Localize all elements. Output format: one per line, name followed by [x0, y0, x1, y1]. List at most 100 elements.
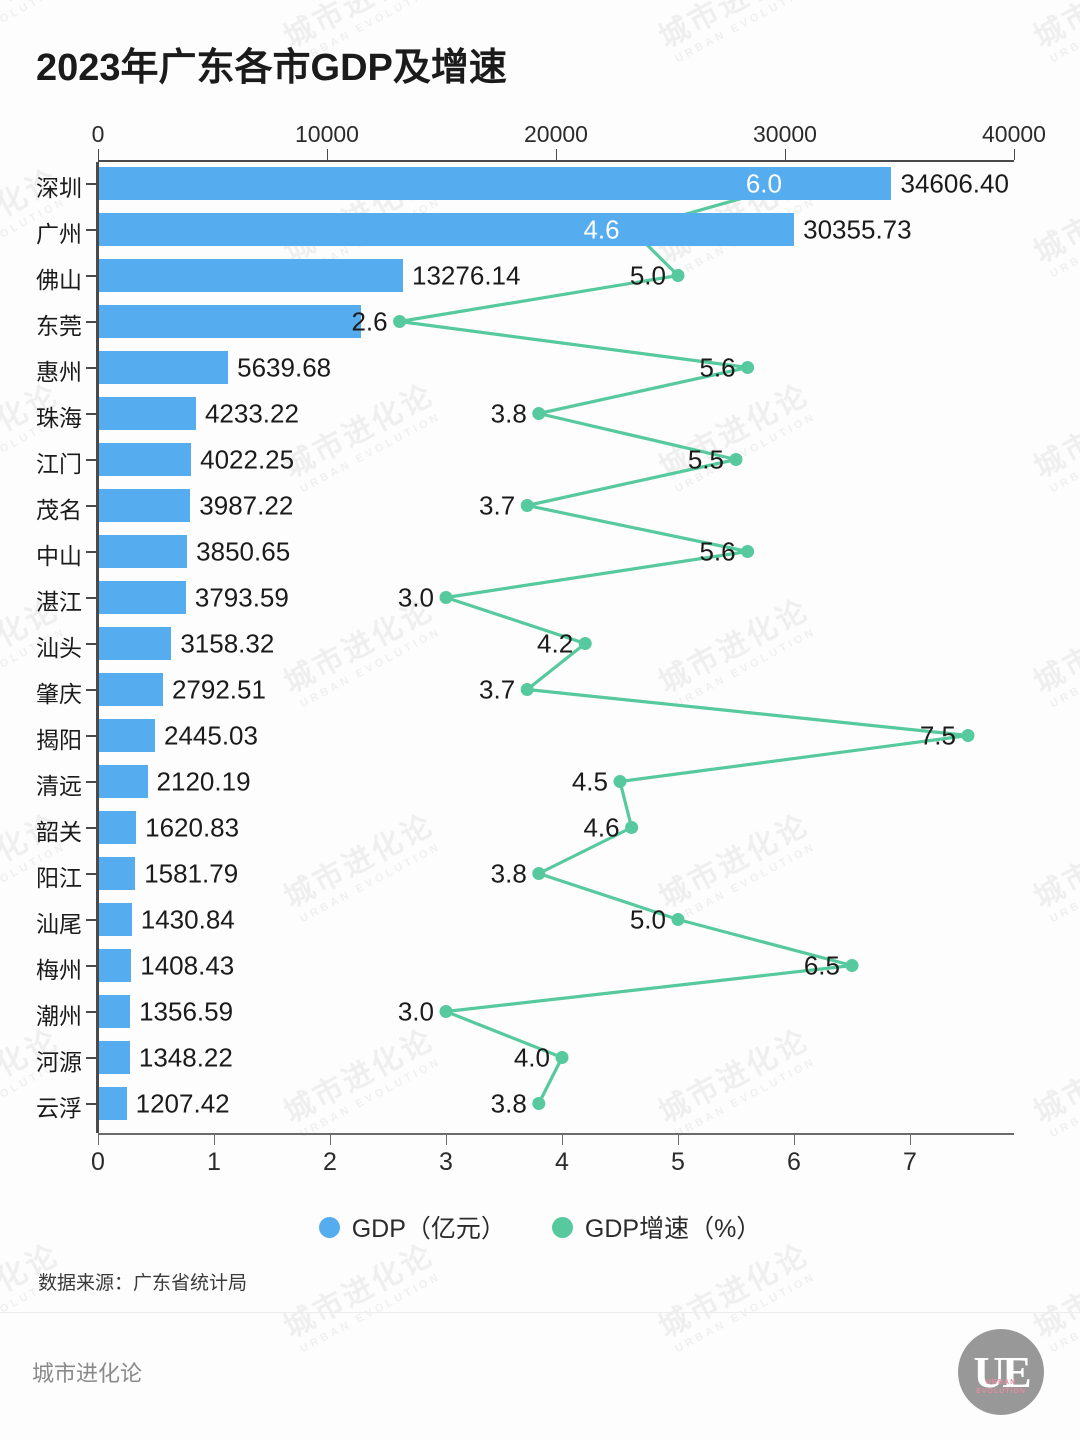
- growth-rate-label: 7.5: [919, 720, 956, 750]
- legend-item-1[interactable]: GDP增速（%）: [551, 1209, 761, 1245]
- category-label: 汕尾: [36, 910, 82, 937]
- bottom-axis-tick-label: 0: [91, 1148, 105, 1176]
- growth-rate-label: 5.0: [629, 260, 666, 290]
- y-axis-tick: [86, 412, 97, 415]
- category-label: 韶关: [36, 818, 82, 845]
- bar-汕头: [99, 627, 172, 660]
- bar-value-label: 5639.68: [237, 352, 332, 382]
- legend-label: GDP（亿元）: [351, 1215, 506, 1243]
- bar-阳江: [99, 857, 136, 890]
- growth-rate-point: [439, 1005, 453, 1018]
- logo-monogram: UE: [973, 1347, 1031, 1397]
- bottom-axis-tick-label: 4: [555, 1148, 569, 1176]
- category-label: 珠海: [36, 404, 82, 431]
- y-axis-tick: [86, 366, 97, 369]
- category-label: 揭阳: [36, 726, 82, 753]
- growth-rate-label: 2.6: [351, 306, 388, 336]
- page-title: 2023年广东各市GDP及增速: [36, 47, 507, 89]
- bottom-axis-tick-label: 5: [671, 1148, 685, 1176]
- growth-rate-point: [520, 499, 534, 512]
- growth-rate-label: 5.5: [687, 444, 724, 474]
- bar-珠海: [99, 397, 196, 430]
- y-axis-tick: [86, 1056, 97, 1059]
- top-axis-tick: [98, 149, 99, 160]
- bottom-axis-tick: [330, 1135, 331, 1145]
- growth-rate-label: 6.0: [745, 168, 782, 198]
- top-axis-tick-label: 0: [91, 121, 105, 147]
- bar-value-label: 3793.59: [194, 582, 289, 612]
- category-label: 茂名: [36, 496, 82, 523]
- growth-rate-label: 4.6: [583, 214, 620, 244]
- y-axis-tick: [86, 1010, 97, 1013]
- bar-深圳: [99, 167, 892, 200]
- growth-rate-label: 3.0: [397, 996, 434, 1026]
- growth-rate-label: 3.8: [490, 858, 527, 888]
- legend-item-0[interactable]: GDP（亿元）: [318, 1209, 506, 1245]
- top-axis-tick: [556, 149, 557, 160]
- growth-rate-label: 3.0: [397, 582, 434, 612]
- legend-dot-icon: [551, 1216, 573, 1238]
- growth-rate-point: [741, 545, 755, 558]
- bottom-axis-tick: [446, 1135, 447, 1145]
- category-label: 汕头: [36, 634, 82, 661]
- y-axis-tick: [86, 964, 97, 967]
- y-axis-tick: [86, 826, 97, 829]
- bottom-axis-tick: [910, 1135, 911, 1145]
- bar-value-label: 30355.73: [803, 214, 912, 244]
- category-label: 阳江: [36, 864, 82, 891]
- bottom-axis-tick: [214, 1135, 215, 1145]
- growth-rate-point: [532, 407, 546, 420]
- growth-rate-point: [520, 683, 534, 696]
- bar-value-label: 1581.79: [144, 858, 239, 888]
- top-axis-line: [98, 160, 1014, 162]
- legend-dot-icon: [318, 1216, 340, 1238]
- bar-value-label: 2445.03: [163, 720, 258, 750]
- y-axis-tick: [86, 320, 97, 323]
- bar-东莞: [99, 305, 361, 338]
- logo-circle: [958, 1329, 1044, 1415]
- y-axis-tick: [86, 596, 97, 599]
- top-axis-tick: [785, 149, 786, 160]
- growth-rate-label: 3.7: [479, 490, 516, 520]
- bottom-axis-tick-label: 2: [323, 1148, 337, 1176]
- y-axis-tick: [86, 734, 97, 737]
- category-label: 东莞: [36, 312, 82, 339]
- bar-茂名: [99, 489, 191, 522]
- logo-subtext-line1: URBAN: [985, 1379, 1017, 1386]
- bottom-axis-line: [98, 1133, 1014, 1135]
- bar-韶关: [99, 811, 137, 844]
- growth-rate-label: 5.0: [629, 904, 666, 934]
- top-axis-tick-label: 30000: [753, 121, 817, 147]
- bar-value-label: 2792.51: [171, 674, 266, 704]
- category-label: 湛江: [36, 588, 82, 615]
- growth-rate-label: 4.0: [513, 1042, 550, 1072]
- y-axis-tick: [86, 780, 97, 783]
- bottom-axis-tick-label: 7: [903, 1148, 917, 1176]
- y-axis-tick: [86, 182, 97, 185]
- top-axis-tick-label: 20000: [524, 121, 588, 147]
- y-axis-spine: [96, 162, 99, 1133]
- bottom-axis-tick-label: 3: [439, 1148, 453, 1176]
- y-axis-tick: [86, 504, 97, 507]
- bar-揭阳: [99, 719, 155, 752]
- growth-rate-label: 4.6: [583, 812, 620, 842]
- logo-subtext-line2: EVOLUTION: [976, 1387, 1026, 1395]
- bottom-axis-tick: [794, 1135, 795, 1145]
- bar-value-label: 1620.83: [145, 812, 240, 842]
- growth-rate-label: 3.8: [490, 1088, 527, 1118]
- bar-value-label: 1348.22: [138, 1042, 233, 1072]
- growth-rate-point: [845, 959, 859, 972]
- bar-中山: [99, 535, 188, 568]
- category-label: 广州: [36, 220, 82, 247]
- bar-江门: [99, 443, 192, 476]
- source-note: 数据来源：广东省统计局: [38, 1273, 248, 1294]
- y-axis-tick: [86, 872, 97, 875]
- top-axis-tick: [327, 149, 328, 160]
- growth-rate-label: 3.8: [490, 398, 527, 428]
- bar-value-label: 3987.22: [199, 490, 294, 520]
- growth-rate-label: 4.5: [571, 766, 608, 796]
- category-label: 中山: [36, 542, 82, 569]
- growth-rate-label: 5.6: [699, 536, 736, 566]
